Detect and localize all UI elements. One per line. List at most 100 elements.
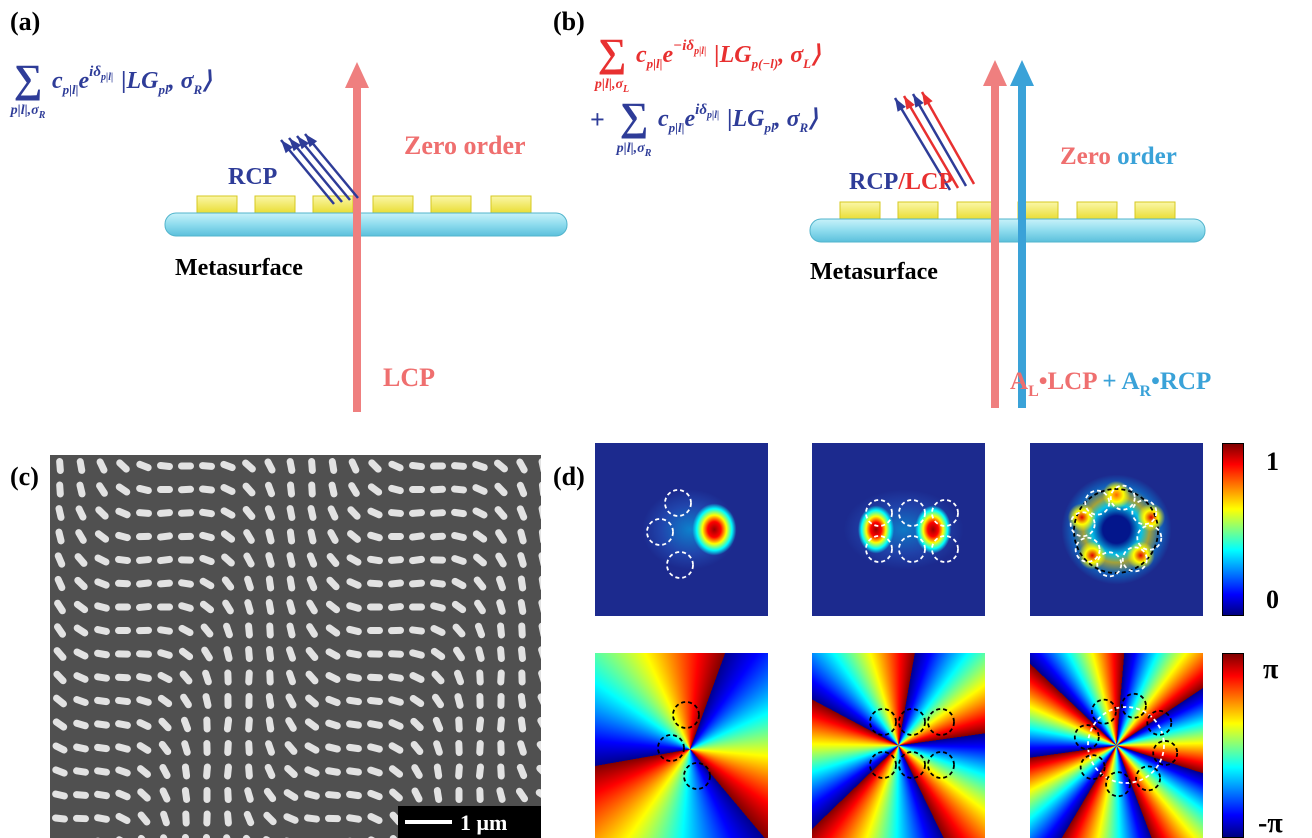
formula-part: p|l| — [693, 46, 706, 57]
nanorod — [451, 462, 467, 470]
nanorod — [115, 674, 131, 682]
formula-part: p|l|,σ — [594, 77, 624, 92]
formula-part: |LG — [714, 42, 752, 68]
input-part: •LCP — [1039, 368, 1097, 395]
formula-part: p|l| — [646, 56, 663, 71]
figure: (a) (b) (c) (d) ∑p|l|,σRcp|l|eiδp|l||LGp… — [0, 0, 1312, 838]
formula-part: pl — [157, 82, 169, 97]
rcp-label: RCP — [228, 164, 277, 190]
meta-atom — [840, 202, 880, 220]
dashed-circle — [928, 752, 954, 778]
nanorod — [224, 740, 232, 756]
nanorod — [430, 509, 446, 517]
nanorod — [224, 693, 231, 709]
dashed-circle — [1137, 526, 1161, 550]
dashed-circle — [870, 752, 896, 778]
nanorod — [497, 693, 504, 709]
nanorod — [73, 815, 89, 823]
nanorod — [115, 650, 131, 657]
nanorod — [56, 458, 64, 474]
formula-part: p(−l) — [751, 56, 779, 71]
formula-part: c — [636, 42, 647, 68]
formula-part: iδ — [89, 64, 101, 80]
nanorod — [388, 627, 404, 635]
formula-index: p|l|,σR — [616, 141, 652, 159]
dashed-circle — [1122, 694, 1146, 718]
input-part: •RCP — [1151, 368, 1211, 395]
formula-sum: ∑ — [14, 56, 43, 101]
meta-atom — [431, 196, 471, 214]
formula-part: , σ — [777, 42, 804, 68]
nanorod — [430, 486, 446, 494]
dashed-circle — [899, 500, 925, 526]
metasurface-slab — [165, 213, 567, 236]
beam-arrow — [353, 86, 361, 412]
formula-part: e — [663, 42, 674, 68]
formula-part: e — [685, 106, 696, 132]
nanorod — [325, 815, 341, 823]
formula-part: ⟩ — [811, 42, 821, 68]
dashed-circle — [667, 552, 693, 578]
formula-part: pl — [763, 120, 775, 135]
figure-drawing: (a) (b) (c) (d) ∑p|l|,σRcp|l|eiδp|l||LGp… — [0, 0, 1312, 838]
dashed-circle — [1092, 700, 1116, 724]
panel-label: (a) — [10, 7, 40, 36]
metasurface-slab — [810, 219, 1205, 242]
nanorod — [224, 669, 232, 685]
nanorod — [476, 740, 484, 756]
input-part: A — [1010, 368, 1028, 395]
formula-index: p|l|,σL — [594, 77, 629, 95]
nanorod — [157, 486, 173, 493]
nanorod — [367, 650, 383, 657]
formula-part: R — [799, 120, 809, 135]
dashed-circle — [866, 536, 892, 562]
nanorod — [178, 462, 194, 469]
nanorod — [518, 669, 526, 685]
nanorod — [178, 509, 194, 517]
lcp-label: /LCP — [897, 169, 953, 195]
rcp-label: RCP — [849, 169, 898, 195]
nanorod — [497, 669, 505, 685]
dashed-circle — [1088, 707, 1164, 783]
nanorod — [476, 787, 484, 803]
meta-atom — [1135, 202, 1175, 220]
nanorod — [308, 481, 316, 497]
nanorod — [245, 740, 253, 756]
panel-label: (c) — [10, 462, 39, 491]
nanorod — [518, 622, 526, 638]
nanorod — [203, 810, 211, 826]
arrow-head — [922, 92, 933, 106]
dashed-circle — [673, 702, 699, 728]
nanorod — [430, 533, 446, 541]
formula-part: −iδ — [673, 38, 694, 54]
dashed-circle — [658, 735, 684, 761]
dashed-circle — [647, 519, 673, 545]
dashed-circle — [1136, 766, 1160, 790]
nanorod — [266, 669, 274, 685]
nanorod — [388, 650, 404, 658]
beam-arrow — [1018, 84, 1026, 408]
arrow-head — [345, 62, 369, 88]
dashed-circle — [899, 709, 925, 735]
formula-part: p|l| — [100, 72, 113, 83]
metasurface-label: Metasurface — [175, 255, 303, 281]
dashed-circle — [866, 500, 892, 526]
nanorod — [115, 603, 131, 610]
zero-order-label: Zero order — [404, 131, 526, 160]
formula-body: cp|l|e−iδp|l||LGp(−l), σL⟩ — [636, 38, 821, 71]
nanorod — [266, 622, 274, 638]
panel-label: (d) — [553, 462, 585, 491]
formula-part: ⟩ — [808, 106, 818, 132]
dashed-circle — [899, 536, 925, 562]
nanorod — [245, 716, 253, 732]
dashed-circle — [1132, 500, 1156, 524]
nanorod — [409, 486, 425, 493]
arrow-head — [913, 94, 924, 108]
nanorod — [367, 627, 383, 634]
nanorod — [203, 740, 210, 756]
formula-part: |LG — [727, 106, 765, 132]
dashed-circle — [665, 490, 691, 516]
nanorod — [476, 693, 483, 709]
dashed-circle — [1075, 725, 1099, 749]
nanorod — [497, 740, 505, 756]
